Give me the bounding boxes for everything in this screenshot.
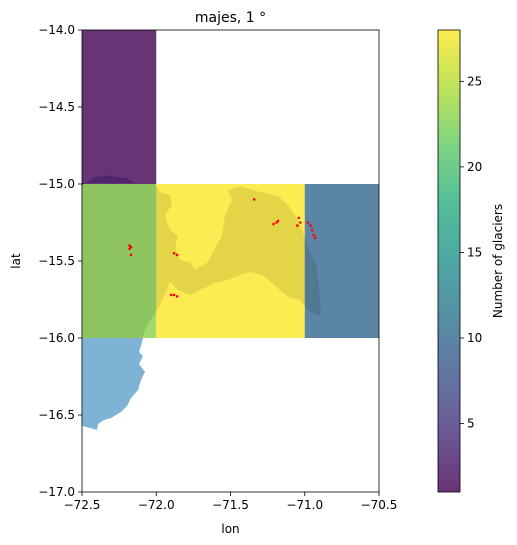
y-tick-label: −15.5 [38, 254, 75, 268]
glacier-point [252, 198, 256, 201]
glacier-point [312, 233, 315, 237]
heatmap-cell-2 [156, 184, 305, 338]
heatmap-cell-0 [82, 30, 157, 184]
y-axis-label: lat [9, 253, 23, 269]
y-tick-label: −16.0 [38, 331, 75, 345]
colorbar-tick-label: 25 [467, 74, 482, 88]
y-tick-label: −16.5 [38, 408, 75, 422]
colorbar-label: Number of glaciers [491, 204, 505, 318]
x-tick-label: −71.5 [212, 498, 249, 512]
glacier-point [298, 221, 302, 224]
x-tick-label: −70.5 [361, 498, 398, 512]
colorbar-tick-label: 15 [467, 245, 482, 259]
colorbar-tick-label: 5 [467, 417, 475, 431]
heatmap-cell-3 [304, 184, 379, 338]
y-axis: −17.0 −16.5 −16.0 −15.5 −15.0 −14.5 −14.0 [38, 23, 82, 499]
glacier-point [276, 219, 280, 223]
y-tick-label: −15.0 [38, 177, 75, 191]
colorbar [437, 29, 461, 493]
x-tick-label: −71.0 [286, 498, 323, 512]
x-tick-label: −72.0 [138, 498, 175, 512]
glacier-point [129, 253, 133, 257]
y-tick-label: −17.0 [38, 485, 75, 499]
glacier-point [128, 247, 131, 250]
x-axis: −72.5 −72.0 −71.5 −71.0 −70.5 [64, 492, 398, 512]
glacier-points [128, 198, 317, 298]
basin-overlay [82, 184, 321, 338]
glacier-point [309, 224, 312, 227]
heatmap-cell-1 [82, 184, 157, 338]
glacier-point [272, 222, 275, 226]
x-tick-label: −72.5 [64, 498, 101, 512]
colorbar-tick-label: 10 [467, 331, 482, 345]
heatmap-cells [82, 30, 379, 338]
colorbar-axis: 5 10 15 20 25 [460, 74, 482, 431]
glacier-point [297, 216, 301, 220]
y-tick-label: −14.5 [38, 100, 75, 114]
y-tick-label: −14.0 [38, 23, 75, 37]
basin-shape [82, 175, 145, 430]
chart-title: majes, 1 ° [195, 10, 266, 26]
glacier-point [313, 236, 317, 240]
colorbar-tick-label: 20 [467, 160, 482, 174]
glacier-point [175, 253, 179, 257]
glacier-point [175, 295, 179, 298]
glacier-point [172, 252, 176, 255]
glacier-point [169, 293, 173, 297]
glacier-point [310, 228, 314, 232]
glacier-point [172, 293, 176, 297]
x-axis-label: lon [221, 522, 239, 536]
glacier-point [296, 224, 299, 227]
glacier-point [306, 221, 310, 224]
